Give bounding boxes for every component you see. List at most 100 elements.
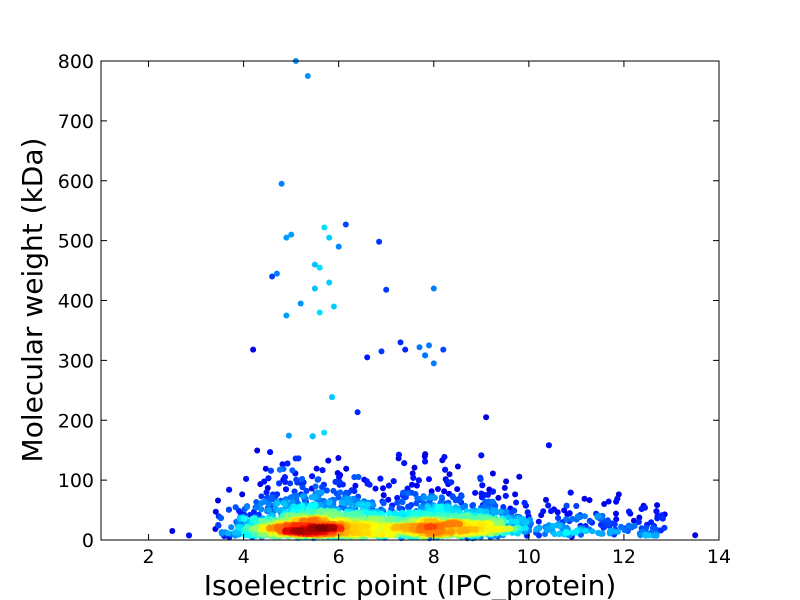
data-point (413, 482, 420, 489)
data-point (234, 524, 241, 531)
data-point (282, 479, 289, 485)
data-point (258, 493, 265, 500)
data-point (595, 529, 602, 536)
data-point (278, 180, 285, 187)
data-point (394, 494, 401, 501)
data-point (380, 492, 387, 499)
data-point (479, 482, 486, 489)
data-point (269, 273, 276, 280)
data-point (500, 504, 507, 510)
data-point (483, 414, 490, 421)
data-point (299, 493, 306, 500)
data-point (409, 470, 416, 477)
data-point (336, 474, 342, 481)
data-point (274, 500, 281, 507)
data-point (397, 511, 404, 518)
data-point (254, 447, 261, 454)
tick-label: 8 (428, 546, 440, 568)
data-point (654, 502, 661, 509)
data-point (631, 522, 638, 529)
data-point (454, 463, 461, 470)
data-point (435, 486, 441, 492)
data-point (265, 475, 272, 482)
data-point (523, 519, 530, 526)
data-point (319, 467, 326, 474)
data-point (567, 489, 574, 496)
data-point (299, 484, 306, 491)
data-point (556, 530, 563, 537)
data-point (263, 489, 270, 496)
data-point (478, 508, 485, 515)
data-point (283, 486, 289, 493)
data-point (555, 515, 562, 521)
data-point (292, 527, 299, 534)
data-point (441, 488, 448, 495)
data-point (630, 517, 637, 524)
data-point (267, 449, 274, 456)
data-point (225, 506, 232, 513)
data-point (516, 473, 523, 480)
plot-frame (100, 60, 720, 541)
data-point (355, 474, 362, 480)
data-point (438, 494, 445, 501)
data-point (472, 526, 479, 532)
data-point (293, 476, 300, 483)
tick-label: 6 (333, 546, 345, 568)
data-point (641, 504, 648, 511)
data-point (506, 525, 513, 532)
data-point (501, 484, 508, 491)
data-point (548, 508, 554, 515)
data-point (421, 494, 428, 501)
data-point (562, 529, 569, 536)
data-point (186, 532, 192, 539)
data-point (285, 432, 292, 439)
data-point (659, 515, 666, 522)
data-point (502, 492, 509, 499)
data-point (642, 532, 649, 539)
data-point (378, 348, 385, 355)
data-point (524, 509, 531, 516)
data-point (605, 498, 612, 505)
data-point (426, 342, 432, 349)
data-point (613, 516, 620, 523)
data-point (283, 312, 290, 319)
data-point (335, 455, 342, 461)
data-point (370, 502, 377, 509)
data-points (169, 58, 699, 542)
data-point (613, 510, 619, 517)
data-point (297, 300, 304, 307)
data-point (413, 500, 420, 507)
data-point (434, 503, 441, 510)
data-point (309, 502, 316, 509)
data-point (399, 499, 406, 506)
y-axis-label: Molecular weight (kDa) (16, 138, 49, 463)
data-point (611, 521, 618, 528)
data-point (269, 494, 275, 501)
data-point (428, 488, 435, 495)
data-point (489, 470, 496, 477)
data-point (373, 522, 380, 529)
data-point (353, 511, 360, 518)
data-point (446, 471, 453, 478)
data-point (326, 234, 333, 241)
data-point (287, 480, 294, 487)
data-point (446, 528, 453, 535)
data-point (345, 495, 352, 502)
data-point (319, 508, 325, 515)
data-point (282, 527, 289, 534)
data-point (336, 479, 343, 485)
data-point (490, 507, 497, 514)
data-point (351, 529, 358, 536)
data-point (535, 518, 542, 525)
data-point (281, 501, 288, 507)
tick-label: 4 (238, 546, 250, 568)
data-point (358, 501, 365, 508)
data-point (437, 523, 444, 530)
data-point (482, 498, 489, 505)
axis-ticks: 2 4 6 8 10 12 14 0 100 200 300 400 500 600 700 800 (58, 51, 731, 568)
data-point (392, 510, 399, 517)
data-point (415, 477, 422, 484)
data-point (487, 526, 494, 533)
data-point (380, 485, 386, 492)
data-point (267, 525, 273, 531)
